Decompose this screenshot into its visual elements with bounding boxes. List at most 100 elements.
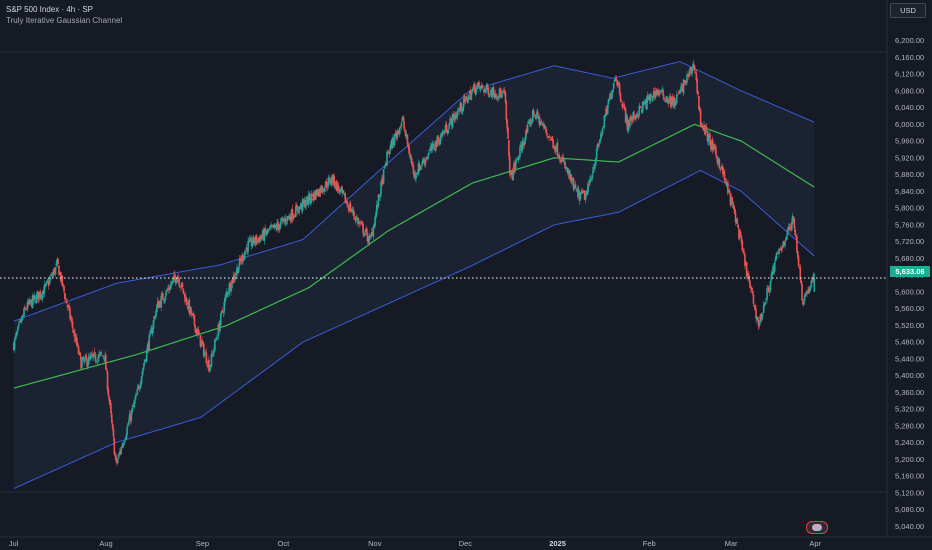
candle-body — [537, 111, 539, 119]
candle-body — [242, 254, 244, 261]
candle-body — [210, 353, 213, 367]
candle-body — [638, 105, 641, 116]
candle-body — [270, 225, 272, 227]
candle-body — [346, 200, 348, 205]
candle-body — [709, 134, 711, 145]
candle-body — [778, 248, 780, 254]
candle-body — [70, 318, 73, 322]
candle-body — [129, 414, 132, 422]
candle-body — [387, 152, 390, 154]
candle-body — [720, 168, 722, 170]
candle-body — [410, 158, 412, 160]
candle-body — [600, 133, 603, 135]
candle-body — [320, 185, 323, 193]
candle-body — [413, 171, 416, 176]
candle-body — [348, 203, 351, 212]
candle-body — [805, 292, 808, 294]
symbol-title[interactable]: S&P 500 Index · 4h · SP — [6, 5, 94, 14]
candle-body — [653, 90, 656, 98]
candle-body — [347, 204, 349, 206]
candle-body — [570, 175, 572, 182]
candle-body — [495, 93, 497, 98]
candle-body — [364, 233, 366, 235]
candle-body — [704, 125, 706, 135]
candle-body — [711, 139, 714, 151]
candle-body — [366, 232, 369, 242]
candle-body — [630, 116, 633, 122]
candle-body — [776, 253, 779, 254]
candle-body — [113, 438, 116, 455]
candle-body — [192, 314, 195, 317]
candle-body — [696, 79, 699, 93]
candle-body — [686, 74, 688, 83]
candle-body — [255, 235, 258, 243]
price-tick-label: 5,080.00 — [895, 505, 924, 514]
candle-body — [777, 252, 779, 254]
candle-body — [364, 229, 367, 233]
candle-body — [299, 207, 301, 208]
candle-body — [774, 257, 777, 261]
candle-body — [677, 93, 680, 95]
candle-body — [679, 89, 681, 93]
candle-body — [503, 90, 506, 94]
candle-body — [462, 97, 465, 108]
candle-body — [673, 97, 675, 107]
candle-body — [794, 229, 797, 236]
candle-body — [735, 219, 738, 223]
candle-body — [226, 292, 229, 294]
candle-body — [783, 240, 785, 246]
candle-body — [699, 109, 702, 126]
candle-body — [312, 198, 314, 200]
candle-body — [220, 313, 222, 325]
candle-body — [546, 133, 549, 136]
candle-body — [179, 286, 181, 288]
news-flag-icon[interactable] — [806, 521, 828, 534]
candle-body — [589, 178, 592, 182]
price-tick-label: 5,520.00 — [895, 321, 924, 330]
candle-body — [642, 101, 645, 105]
candle-body — [120, 447, 122, 455]
candle-body — [669, 95, 671, 102]
candle-body — [335, 181, 337, 187]
candle-body — [277, 224, 280, 230]
candle-body — [41, 290, 44, 299]
candle-body — [812, 277, 814, 281]
currency-button[interactable]: USD — [890, 3, 926, 18]
candle-body — [619, 93, 622, 101]
candle-body — [149, 330, 151, 335]
candle-body — [127, 425, 129, 426]
candle-body — [606, 108, 608, 114]
candle-body — [186, 306, 189, 308]
candle-body — [126, 426, 128, 436]
candle-body — [76, 337, 78, 346]
candle-body — [216, 337, 219, 340]
candle-body — [786, 229, 789, 236]
candle-body — [656, 90, 658, 96]
candle-body — [721, 166, 724, 174]
candle-body — [434, 140, 437, 152]
candle-body — [306, 197, 309, 206]
candle-body — [319, 187, 322, 194]
candle-body — [660, 91, 663, 93]
indicator-name[interactable]: Truly Iterative Gaussian Channel — [6, 16, 123, 25]
candle-body — [504, 92, 507, 103]
candle-body — [582, 190, 584, 194]
candle-body — [61, 275, 64, 286]
candle-body — [214, 340, 217, 341]
candle-body — [760, 313, 762, 320]
candle-body — [291, 208, 294, 220]
candle-body — [38, 292, 41, 299]
candle-body — [658, 93, 661, 95]
candle-body — [549, 139, 552, 140]
price-tick-label: 5,600.00 — [895, 287, 924, 296]
candle-body — [221, 310, 224, 312]
candle-body — [403, 121, 405, 129]
candle-body — [705, 126, 708, 130]
candle-body — [106, 371, 109, 391]
candle-body — [621, 103, 624, 107]
candle-body — [52, 273, 54, 277]
candle-body — [367, 239, 370, 242]
candle-body — [266, 228, 269, 232]
candle-body — [172, 278, 174, 281]
